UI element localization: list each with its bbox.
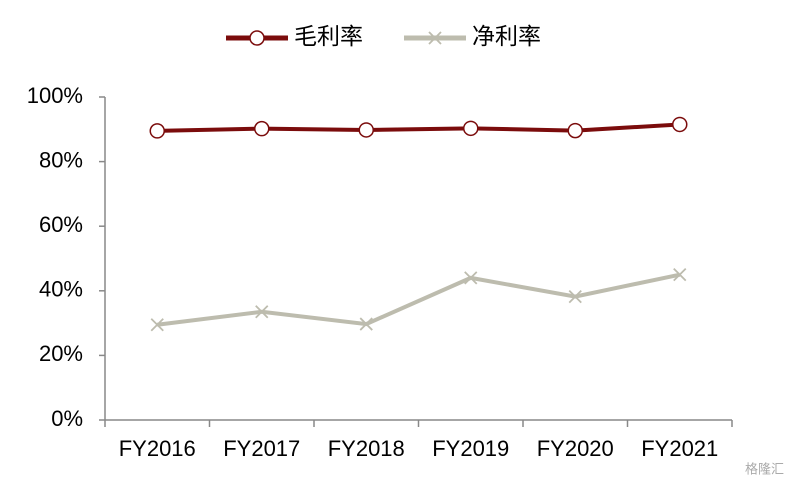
series-line: [157, 272, 681, 327]
data-point: [359, 317, 373, 331]
data-point: [255, 305, 269, 319]
y-tick-label: 100%: [27, 83, 83, 108]
legend-marker: [428, 31, 442, 45]
data-point: [568, 289, 582, 304]
legend-marker: [249, 30, 265, 46]
data-point: [149, 123, 165, 139]
watermark: 格隆汇: [745, 461, 784, 476]
x-tick-label: FY2017: [223, 436, 300, 461]
data-point: [464, 271, 478, 285]
x-tick-label: FY2019: [432, 436, 509, 461]
y-tick-label: 80%: [39, 147, 83, 172]
legend-label: 净利率: [472, 23, 541, 49]
legend-label: 毛利率: [294, 23, 363, 49]
x-tick-label: FY2020: [537, 436, 614, 461]
data-point: [254, 120, 270, 137]
x-tick-label: FY2018: [328, 436, 405, 461]
y-tick-label: 20%: [39, 341, 83, 366]
y-tick-label: 40%: [39, 277, 83, 302]
series-line: [157, 122, 680, 133]
data-point: [358, 122, 374, 138]
y-tick-label: 60%: [39, 212, 83, 237]
data-point: [150, 318, 164, 332]
data-point: [673, 268, 687, 282]
data-point: [672, 116, 688, 133]
x-tick-label: FY2016: [119, 436, 196, 461]
x-tick-label: FY2021: [641, 436, 718, 461]
y-tick-label: 0%: [51, 406, 83, 431]
data-point: [463, 120, 479, 137]
data-point: [567, 122, 583, 139]
